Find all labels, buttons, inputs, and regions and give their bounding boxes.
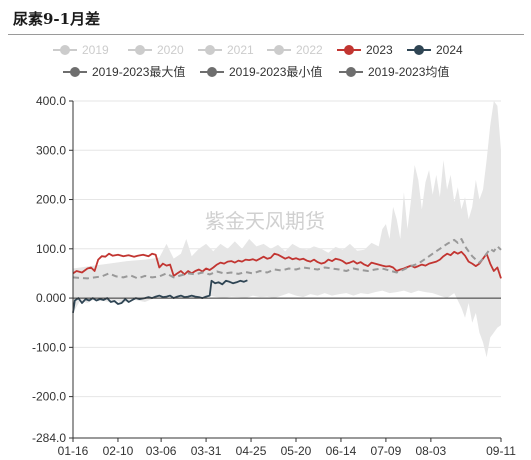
legend-marker — [274, 45, 284, 55]
legend-label: 2020 — [157, 43, 184, 57]
y-tick-label: -100.0 — [32, 340, 66, 354]
series-line-2019-2023均值 — [72, 238, 502, 280]
x-tick-label: 08-03 — [416, 444, 447, 458]
series-lines — [72, 238, 502, 314]
legend-label: 2024 — [436, 43, 463, 57]
axes: 400.0 300.0 200.0 100.0 0.000 -100.0 -200.0 -28… — [32, 94, 516, 458]
x-tick-label: 05-20 — [281, 444, 312, 458]
legend-marker — [346, 67, 356, 77]
band-area — [73, 101, 501, 358]
legend-item-2021[interactable]: 2021 — [198, 43, 254, 57]
y-tick-label: 100.0 — [36, 242, 66, 256]
legend-marker — [135, 45, 145, 55]
legend-label: 2019 — [82, 43, 109, 57]
legend-item-2024[interactable]: 2024 — [407, 43, 463, 57]
title-divider — [8, 34, 524, 35]
y-tick-label: 200.0 — [36, 193, 66, 207]
x-tick-label: 03-06 — [146, 444, 177, 458]
x-tick-label: 01-16 — [58, 444, 89, 458]
legend-label: 2019-2023最小值 — [229, 64, 322, 79]
legend-item-2019[interactable]: 2019 — [53, 43, 109, 57]
legend-label: 2019-2023均值 — [368, 64, 449, 79]
y-tick-label: -200.0 — [32, 390, 66, 404]
x-tick-label: 06-14 — [326, 444, 357, 458]
legend-label: 2019-2023最大值 — [92, 64, 185, 79]
y-tick-label: 0.000 — [36, 291, 66, 305]
legend: 2019 2020 2021 2022 2023 2024 2019-2023最大值 2019… — [53, 43, 463, 79]
series-line-2023 — [72, 250, 502, 279]
series-line-2024 — [72, 279, 248, 314]
legend-item-2019-2023最大值[interactable]: 2019-2023最大值 — [63, 64, 185, 79]
legend-marker — [344, 45, 354, 55]
legend-item-2020[interactable]: 2020 — [128, 43, 184, 57]
legend-item-2019-2023最小值[interactable]: 2019-2023最小值 — [200, 64, 322, 79]
legend-marker — [207, 67, 217, 77]
x-tick-label: 02-10 — [103, 444, 134, 458]
y-tick-label: -284.0 — [32, 431, 66, 445]
range-band — [73, 101, 501, 358]
legend-label: 2023 — [366, 43, 393, 57]
legend-item-2023[interactable]: 2023 — [337, 43, 393, 57]
watermark: 紫金天风期货 — [205, 210, 325, 233]
y-tick-label: 400.0 — [36, 94, 66, 108]
legend-marker — [70, 67, 80, 77]
legend-marker — [60, 45, 70, 55]
y-tick-label: 300.0 — [36, 143, 66, 157]
x-tick-label: 04-25 — [236, 444, 267, 458]
x-tick-label: 03-31 — [191, 444, 222, 458]
legend-item-2019-2023均值[interactable]: 2019-2023均值 — [339, 64, 449, 79]
legend-marker — [205, 45, 215, 55]
x-tick-label: 07-09 — [371, 444, 402, 458]
chart-title: 尿素9-1月差 — [13, 10, 101, 28]
legend-item-2022[interactable]: 2022 — [267, 43, 323, 57]
legend-marker — [414, 45, 424, 55]
x-tick-label: 09-11 — [486, 444, 516, 458]
legend-label: 2022 — [296, 43, 323, 57]
legend-label: 2021 — [227, 43, 254, 57]
